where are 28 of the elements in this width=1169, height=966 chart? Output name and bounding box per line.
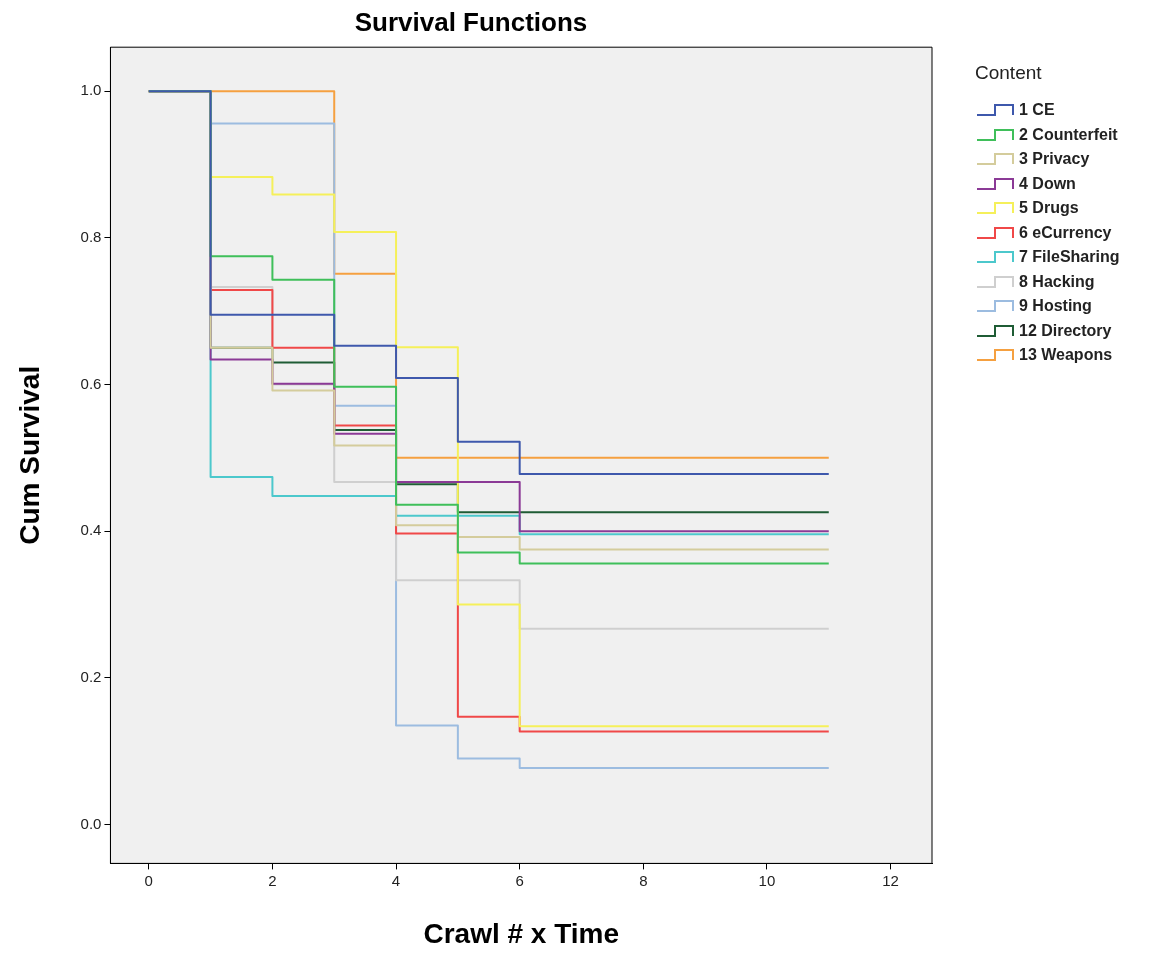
- y-tick-label: 0.6: [80, 374, 102, 392]
- legend-label: 1 CE: [1019, 101, 1055, 120]
- x-tick-label: 10: [758, 871, 776, 889]
- x-tick-label: 8: [639, 871, 648, 889]
- x-tick-label: 12: [882, 871, 899, 889]
- x-axis-title: Crawl # x Time: [423, 917, 620, 949]
- x-tick-label: 4: [391, 871, 401, 889]
- legend-label: 13 Weapons: [1019, 346, 1113, 365]
- legend-label: 8 Hacking: [1019, 272, 1095, 291]
- legend-label: 3 Privacy: [1019, 150, 1090, 169]
- x-tick-label: 6: [515, 871, 524, 889]
- legend-label: 9 Hosting: [1019, 297, 1092, 316]
- y-tick-label: 0.4: [80, 521, 102, 539]
- y-axis-title: Cum Survival: [13, 365, 45, 545]
- y-tick-label: 0.0: [80, 814, 102, 832]
- legend-label: 4 Down: [1019, 174, 1076, 193]
- legend-label: 7 FileSharing: [1019, 248, 1120, 267]
- x-tick-label: 2: [268, 871, 277, 889]
- y-tick-label: 1.0: [80, 81, 102, 99]
- legend-title: Content: [975, 62, 1043, 84]
- x-tick-label: 0: [144, 871, 153, 889]
- chart-title: Survival Functions: [354, 6, 588, 37]
- legend-label: 2 Counterfeit: [1019, 125, 1118, 144]
- y-tick-label: 0.8: [80, 228, 102, 246]
- legend-label: 12 Directory: [1019, 321, 1112, 340]
- legend-label: 5 Drugs: [1019, 199, 1079, 218]
- legend-label: 6 eCurrency: [1019, 223, 1112, 242]
- y-tick-label: 0.2: [80, 668, 102, 686]
